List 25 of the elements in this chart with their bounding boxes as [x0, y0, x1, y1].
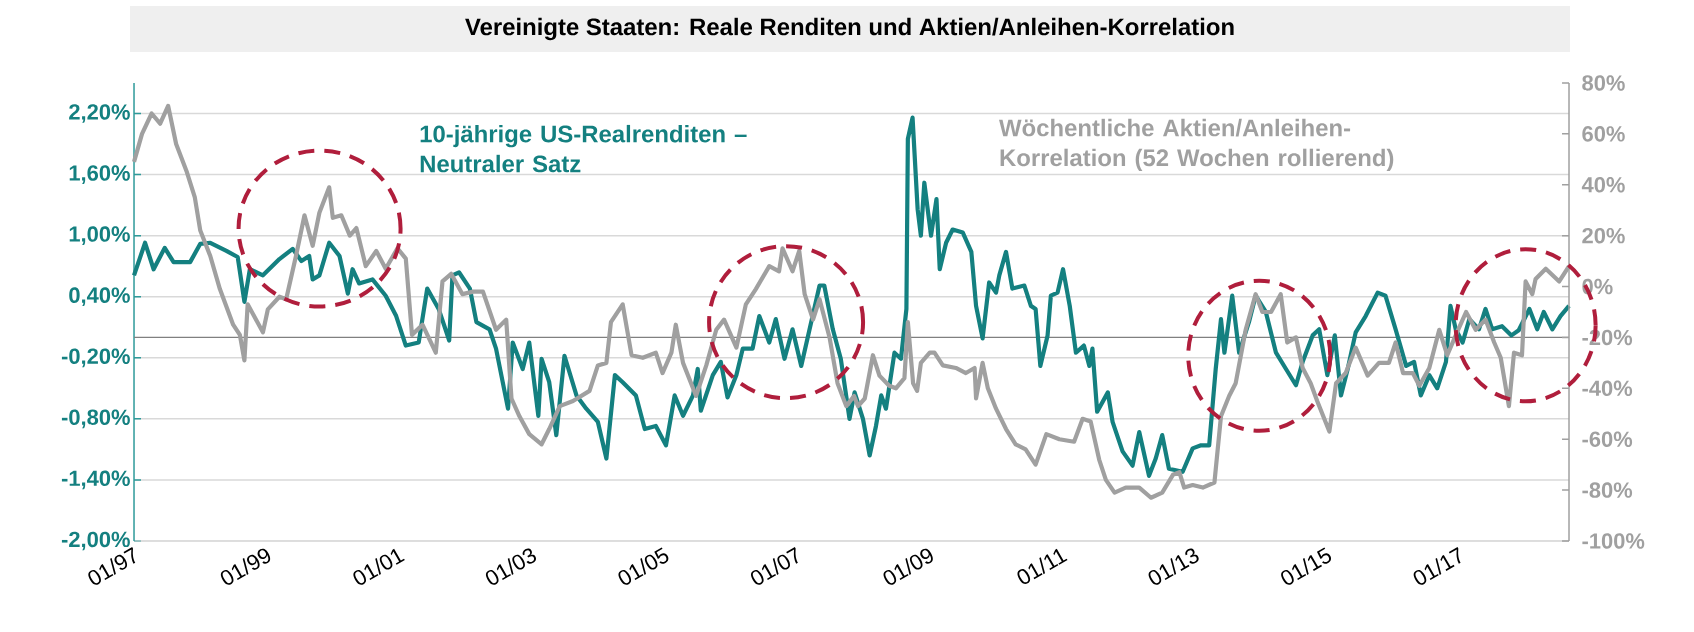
y2-tick-label: -40% — [1582, 380, 1633, 397]
x-tick-label: 01/11 — [1017, 548, 1068, 585]
x-tick-label: 01/01 — [353, 548, 405, 585]
x-tick-label: 01/09 — [883, 548, 933, 585]
y2-tick-label: -60% — [1582, 431, 1633, 447]
text: 10-jährige US-Realrenditen – Neutraler Satz — [420, 124, 747, 173]
y-tick-label: 1,00% — [69, 226, 130, 245]
chart-title: Vereinigte Staaten: Reale Renditen und Aktien/Anleihen-Korrelation — [465, 17, 1234, 41]
y-tick-label: -1,40% — [61, 470, 130, 490]
y-tick-label: 1,60% — [69, 165, 130, 184]
x-tick-label: 01/13 — [1148, 548, 1199, 585]
y2-tick-label: -100% — [1582, 533, 1645, 549]
y2-tick-label: -80% — [1582, 482, 1633, 498]
x-tick-label: 01/03 — [485, 548, 537, 585]
x-tick-label: 01/99 — [220, 548, 271, 585]
y-tick-label: -0,80% — [61, 409, 130, 429]
y-tick-label: 2,20% — [69, 104, 130, 123]
y-tick-label: 0,40% — [69, 287, 130, 307]
text: Wöchentliche Aktien/Anleihen-Korrelation (52 Wochen rollierend) — [999, 118, 1394, 171]
y2-tick-label: 80% — [1582, 75, 1625, 91]
y2-tick-label: 40% — [1581, 176, 1625, 193]
y2-tick-label: 20% — [1582, 227, 1625, 244]
y-tick-label: -0,20% — [61, 348, 130, 368]
y2-tick-label: 0% — [1582, 278, 1613, 295]
y2-tick-label: 60% — [1582, 126, 1625, 142]
